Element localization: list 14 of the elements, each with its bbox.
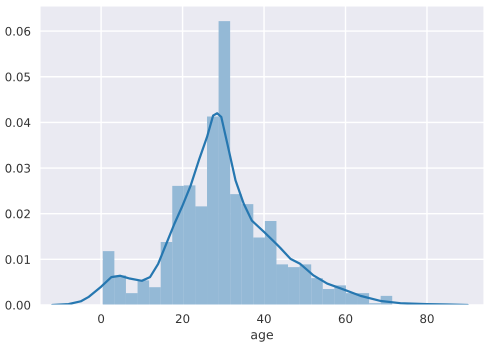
- y-tick-label: 0.06: [5, 26, 30, 36]
- x-tick-label: 80: [420, 314, 434, 324]
- x-tick-label: 40: [257, 314, 271, 324]
- x-tick-label: 20: [176, 314, 190, 324]
- line-series: [51, 112, 469, 305]
- y-tick-label: 0.02: [5, 209, 30, 218]
- y-tick-label: 0.00: [5, 300, 30, 310]
- y-tick-label: 0.03: [5, 164, 30, 173]
- y-tick-label: 0.04: [5, 118, 30, 128]
- y-tick-label: 0.05: [5, 72, 30, 82]
- x-tick-label: 60: [338, 314, 352, 324]
- x-axis-title: age: [251, 332, 273, 342]
- y-tick-label: 0.01: [5, 255, 30, 264]
- x-tick-label: 0: [98, 314, 104, 324]
